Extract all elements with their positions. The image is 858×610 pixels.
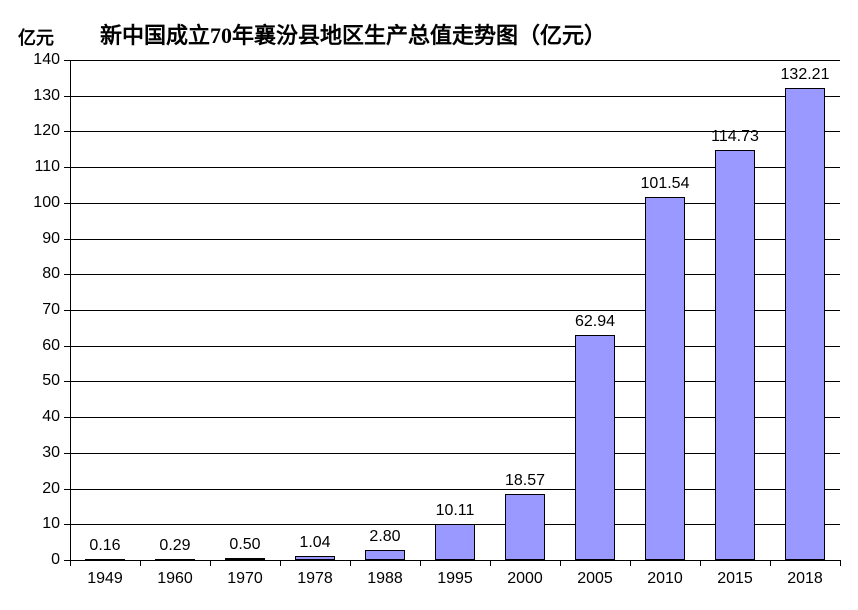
y-tick: [64, 524, 70, 525]
y-tick: [64, 60, 70, 61]
value-label: 0.50: [205, 536, 285, 554]
y-tick-label: 80: [42, 265, 60, 283]
x-tick-label: 2000: [490, 570, 560, 588]
bar: [645, 197, 686, 560]
x-tick: [840, 560, 841, 566]
y-tick: [64, 167, 70, 168]
unit-label: 亿元: [18, 24, 54, 50]
x-tick-label: 1978: [280, 570, 350, 588]
bar: [435, 524, 476, 560]
bar: [295, 556, 336, 560]
y-tick: [64, 346, 70, 347]
y-tick-label: 10: [42, 515, 60, 533]
grid-line: [70, 96, 840, 97]
y-tick-label: 120: [33, 122, 60, 140]
y-tick: [64, 489, 70, 490]
x-tick-label: 1970: [210, 570, 280, 588]
value-label: 18.57: [485, 472, 565, 490]
x-tick: [210, 560, 211, 566]
x-tick-label: 1960: [140, 570, 210, 588]
value-label: 0.16: [65, 537, 145, 555]
y-tick: [64, 417, 70, 418]
x-tick-label: 1988: [350, 570, 420, 588]
y-tick-label: 70: [42, 301, 60, 319]
y-tick-label: 50: [42, 372, 60, 390]
x-tick: [700, 560, 701, 566]
x-tick-label: 2010: [630, 570, 700, 588]
value-label: 1.04: [275, 534, 355, 552]
x-tick-label: 2005: [560, 570, 630, 588]
bar: [365, 550, 406, 560]
grid-line: [70, 60, 840, 61]
y-tick-label: 30: [42, 444, 60, 462]
y-tick: [64, 274, 70, 275]
x-tick: [420, 560, 421, 566]
x-tick-label: 2015: [700, 570, 770, 588]
bar: [785, 88, 826, 560]
x-tick: [630, 560, 631, 566]
y-tick-label: 20: [42, 480, 60, 498]
y-tick-label: 0: [51, 551, 60, 569]
y-tick-label: 100: [33, 194, 60, 212]
value-label: 62.94: [555, 313, 635, 331]
y-tick-label: 90: [42, 230, 60, 248]
value-label: 101.54: [625, 175, 705, 193]
y-tick: [64, 381, 70, 382]
y-tick: [64, 203, 70, 204]
value-label: 114.73: [695, 128, 775, 146]
x-tick-label: 2018: [770, 570, 840, 588]
bar: [225, 558, 266, 560]
x-tick: [280, 560, 281, 566]
bar: [505, 494, 546, 560]
chart-title: 新中国成立70年襄汾县地区生产总值走势图（亿元）: [100, 18, 606, 50]
x-tick: [350, 560, 351, 566]
bar: [715, 150, 756, 560]
bar: [155, 559, 196, 561]
y-tick-label: 140: [33, 51, 60, 69]
y-tick-label: 110: [34, 158, 60, 176]
y-tick: [64, 131, 70, 132]
value-label: 132.21: [765, 66, 845, 84]
value-label: 10.11: [415, 502, 495, 520]
bar: [85, 559, 126, 561]
y-tick: [64, 239, 70, 240]
y-tick: [64, 310, 70, 311]
y-tick-label: 40: [42, 408, 60, 426]
value-label: 0.29: [135, 537, 215, 555]
x-tick: [490, 560, 491, 566]
x-tick-label: 1995: [420, 570, 490, 588]
x-tick: [70, 560, 71, 566]
y-tick: [64, 453, 70, 454]
x-tick: [770, 560, 771, 566]
x-tick-label: 1949: [70, 570, 140, 588]
y-tick-label: 130: [33, 87, 60, 105]
x-tick: [560, 560, 561, 566]
value-label: 2.80: [345, 528, 425, 546]
bar: [575, 335, 616, 560]
y-tick: [64, 96, 70, 97]
x-tick: [140, 560, 141, 566]
y-tick-label: 60: [42, 337, 60, 355]
